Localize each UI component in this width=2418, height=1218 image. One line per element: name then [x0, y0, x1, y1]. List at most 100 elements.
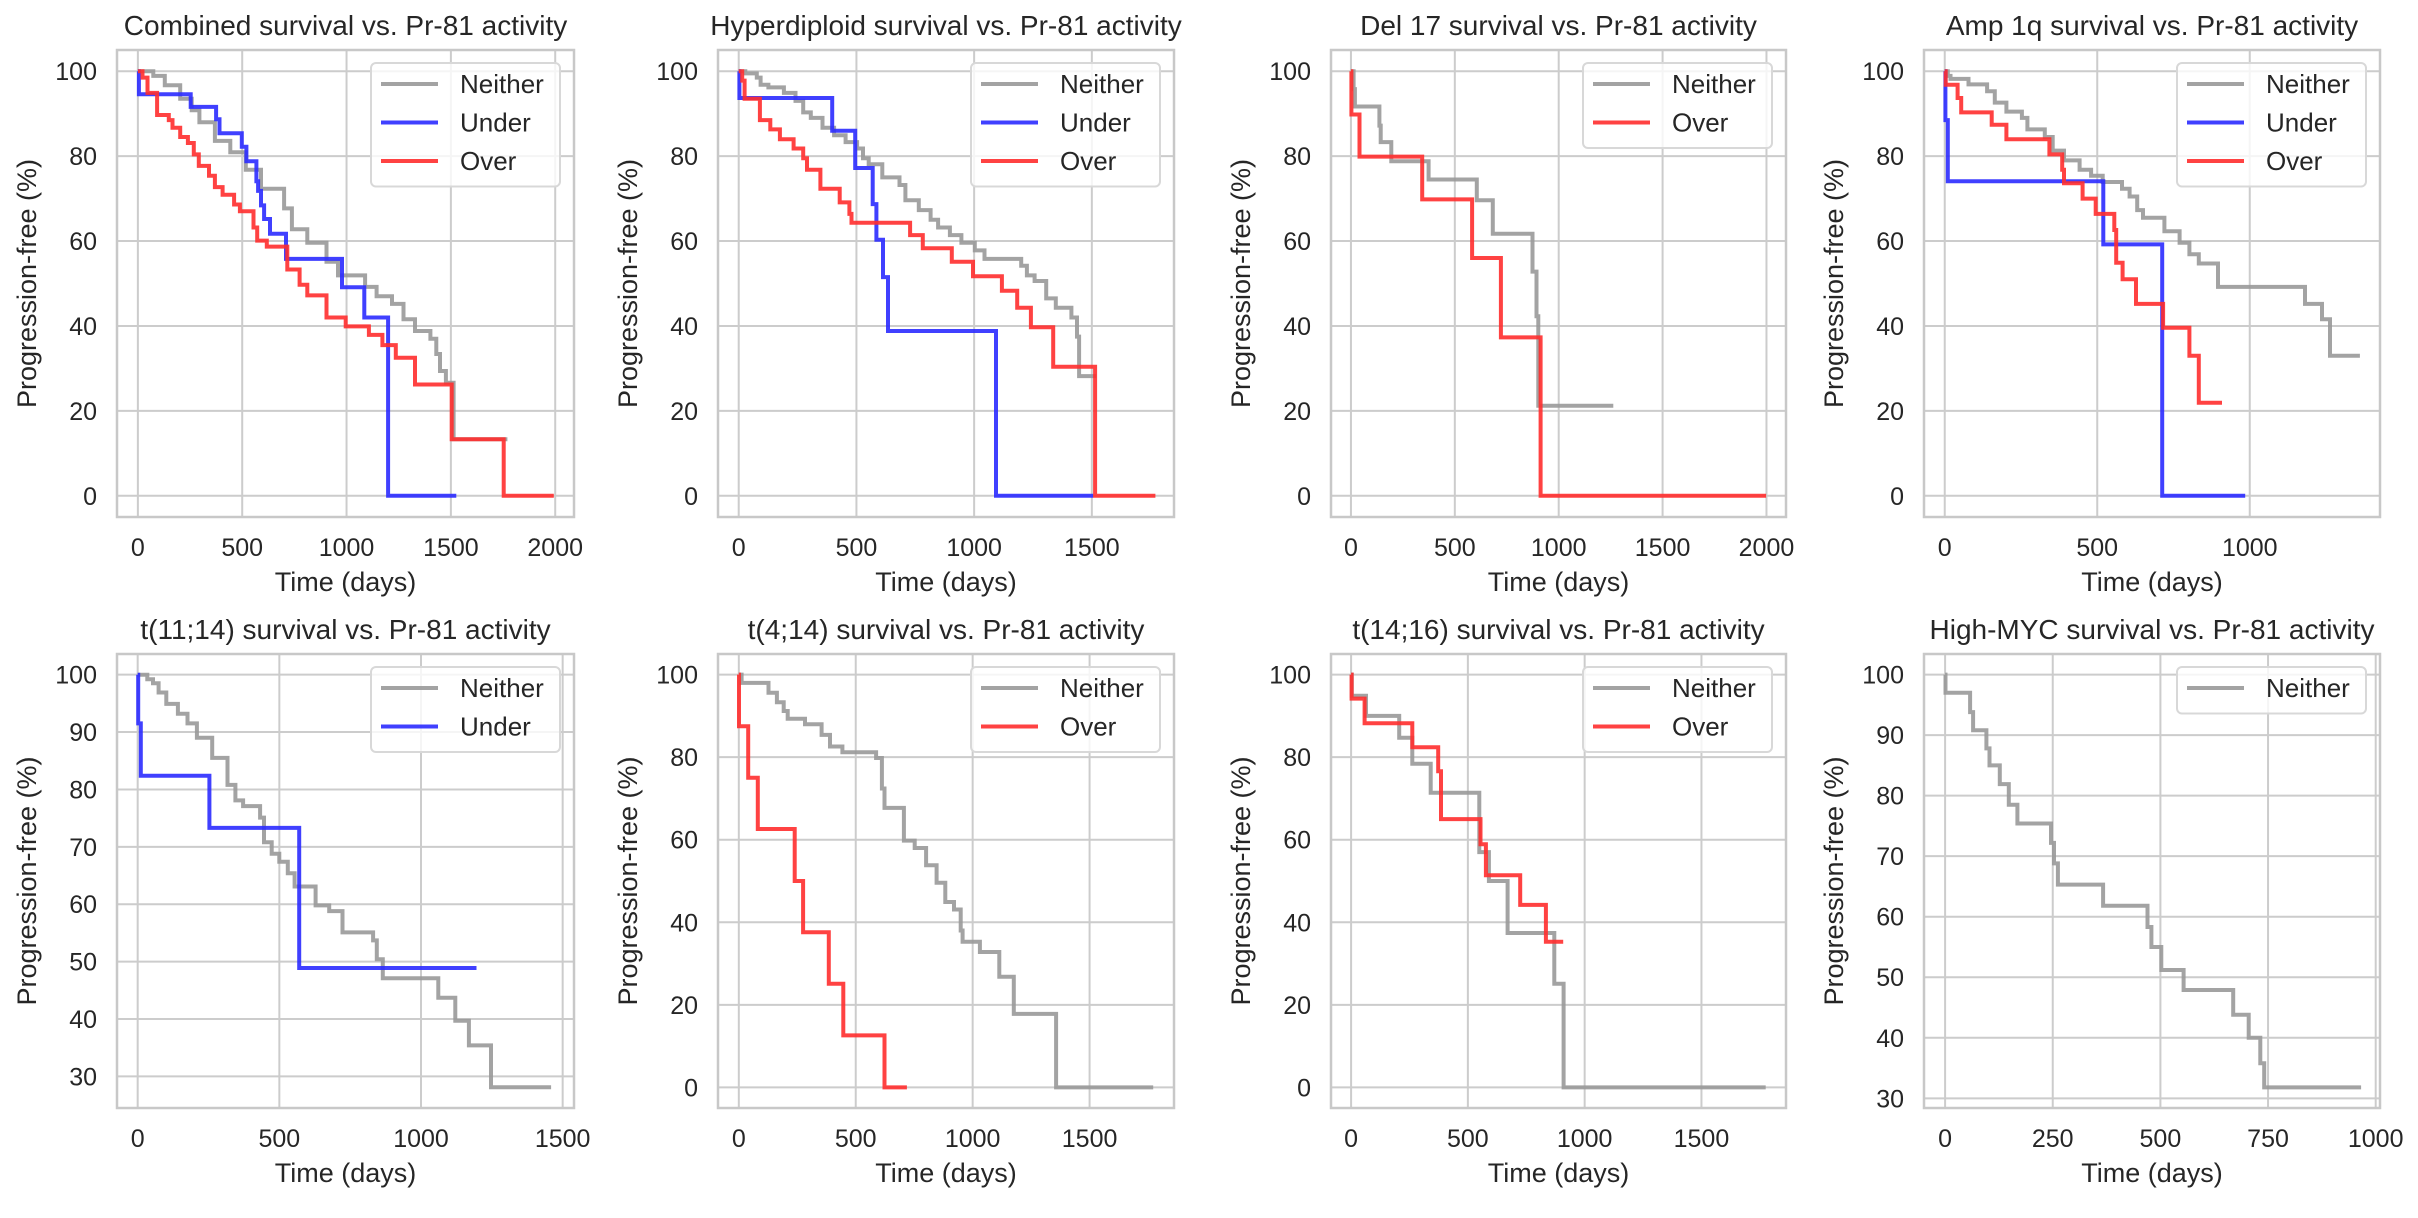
x-tick-label: 500: [2076, 534, 2118, 562]
x-tick-label: 1000: [319, 534, 375, 562]
series-line-neither: [1944, 69, 2360, 358]
x-tick-label: 1500: [535, 1125, 591, 1153]
y-tick-label: 60: [1876, 904, 1904, 932]
series-line-over: [738, 69, 1156, 498]
y-axis-label: Progression-free (%): [12, 756, 42, 1005]
y-tick-label: 80: [670, 143, 698, 171]
x-tick-label: 1000: [2348, 1125, 2404, 1153]
subplot-8: 0 250 500 750 1000 30 40 50 60 70 80 90 100 High-MYC …: [1819, 614, 2404, 1188]
y-tick-label: 20: [1283, 992, 1311, 1020]
y-tick-label: 100: [1269, 662, 1311, 690]
y-axis-label: Progression-free (%): [1819, 159, 1849, 408]
y-tick-label: 100: [1862, 58, 1904, 86]
y-tick-label: 60: [1876, 228, 1904, 256]
plot-area: [1924, 654, 2380, 1108]
y-tick-label: 0: [684, 483, 698, 511]
y-tick-label: 80: [1876, 783, 1904, 811]
subplot-1: 0 500 1000 1500 2000 0 20 40 60 80 100 Combined sur…: [12, 10, 583, 597]
y-tick-label: 0: [1297, 1074, 1311, 1102]
legend-label: Neither: [2266, 69, 2350, 99]
x-tick-label: 1500: [1635, 534, 1691, 562]
y-tick-label: 40: [1876, 313, 1904, 341]
y-axis-label: Progression-free (%): [1819, 756, 1849, 1005]
legend-label: Under: [460, 712, 531, 742]
y-tick-label: 90: [69, 719, 97, 747]
legend-box: [2176, 62, 2367, 188]
series-line-over: [1943, 69, 2222, 405]
x-tick-label: 0: [131, 534, 145, 562]
legend-label: Neither: [1060, 673, 1144, 703]
y-tick-label: 20: [670, 398, 698, 426]
y-axis-label: Progression-free (%): [613, 159, 643, 408]
y-tick-label: 100: [656, 58, 698, 86]
y-tick-label: 80: [670, 744, 698, 772]
legend-label: Neither: [1672, 69, 1756, 99]
y-tick-label: 0: [1297, 483, 1311, 511]
y-tick-label: 60: [1283, 228, 1311, 256]
y-axis-label: Progression-free (%): [1226, 756, 1256, 1005]
subplot-6: 0 500 1000 1500 0 20 40 60 80 100 t(4;14) survival…: [613, 614, 1176, 1188]
x-axis-label: Time (days): [1488, 1158, 1630, 1188]
legend-label: Over: [1672, 108, 1729, 138]
y-tick-label: 40: [69, 313, 97, 341]
x-axis-label: Time (days): [2081, 1158, 2223, 1188]
legend-label: Neither: [460, 69, 544, 99]
y-tick-label: 70: [69, 834, 97, 862]
x-tick-label: 250: [2032, 1125, 2074, 1153]
legend-label: Under: [1060, 108, 1131, 138]
series-line-under: [136, 672, 477, 970]
legend-label: Under: [2266, 108, 2337, 138]
x-tick-label: 1000: [945, 1125, 1001, 1153]
x-tick-label: 1000: [1531, 534, 1587, 562]
y-tick-label: 50: [69, 949, 97, 977]
y-tick-label: 60: [69, 228, 97, 256]
legend-label: Over: [1672, 712, 1729, 742]
x-tick-label: 1500: [1064, 534, 1120, 562]
x-tick-label: 0: [1938, 1125, 1952, 1153]
axes-frame: [1922, 48, 2382, 519]
y-tick-label: 40: [1876, 1025, 1904, 1053]
x-tick-label: 1000: [393, 1125, 449, 1153]
y-tick-label: 100: [55, 58, 97, 86]
y-tick-label: 30: [69, 1063, 97, 1091]
x-tick-label: 2000: [527, 534, 583, 562]
x-axis-label: Time (days): [2081, 567, 2223, 597]
y-tick-label: 0: [1890, 483, 1904, 511]
subplot-title: Combined survival vs. Pr-81 activity: [124, 10, 567, 41]
y-tick-label: 70: [1876, 843, 1904, 871]
y-tick-label: 20: [69, 398, 97, 426]
y-tick-label: 0: [83, 483, 97, 511]
x-tick-label: 1500: [1062, 1125, 1118, 1153]
x-tick-label: 0: [131, 1125, 145, 1153]
axes-frame: [716, 48, 1176, 519]
y-tick-label: 20: [1876, 398, 1904, 426]
legend-label: Neither: [1060, 69, 1144, 99]
x-axis-label: Time (days): [875, 567, 1017, 597]
subplot-title: High-MYC survival vs. Pr-81 activity: [1930, 614, 2375, 645]
y-tick-label: 20: [1283, 398, 1311, 426]
y-tick-label: 100: [55, 662, 97, 690]
y-tick-label: 0: [684, 1074, 698, 1102]
y-tick-label: 60: [69, 891, 97, 919]
x-axis-label: Time (days): [275, 567, 417, 597]
series-line-neither: [137, 672, 552, 1090]
y-tick-label: 60: [670, 228, 698, 256]
subplot-3: 0 500 1000 1500 2000 0 20 40 60 80 100 Del 17 survi…: [1226, 10, 1794, 597]
x-tick-label: 500: [1447, 1125, 1489, 1153]
axes-frame: [1329, 652, 1788, 1110]
legend: Neither Under: [370, 666, 561, 753]
y-tick-label: 100: [1862, 662, 1904, 690]
subplot-title: Amp 1q survival vs. Pr-81 activity: [1946, 10, 2358, 41]
series-line-over: [1349, 672, 1564, 944]
axes-frame: [1329, 48, 1788, 519]
y-tick-label: 80: [1283, 744, 1311, 772]
axes-frame: [115, 652, 576, 1110]
x-tick-label: 1000: [2222, 534, 2278, 562]
x-tick-label: 0: [1938, 534, 1952, 562]
y-tick-label: 80: [1283, 143, 1311, 171]
legend-label: Under: [460, 108, 531, 138]
x-tick-label: 0: [732, 534, 746, 562]
y-axis-label: Progression-free (%): [12, 159, 42, 408]
y-tick-label: 100: [1269, 58, 1311, 86]
y-tick-label: 30: [1876, 1085, 1904, 1113]
